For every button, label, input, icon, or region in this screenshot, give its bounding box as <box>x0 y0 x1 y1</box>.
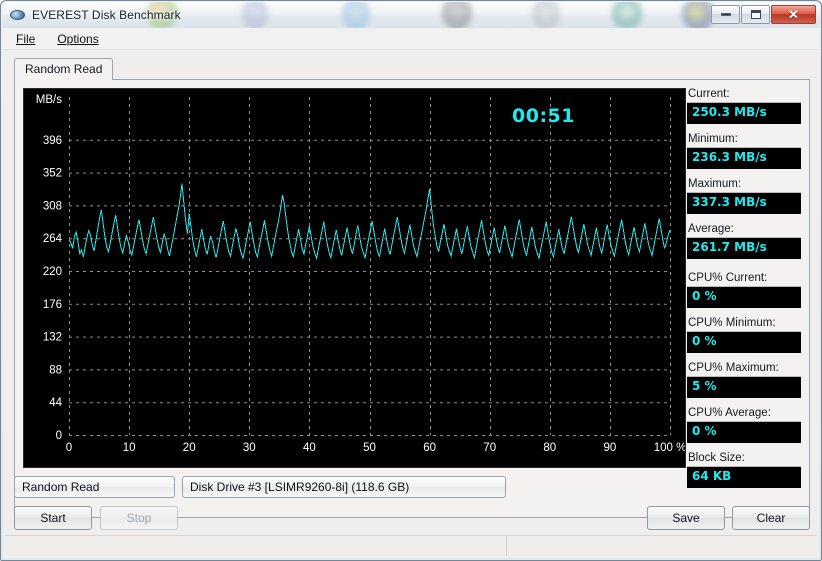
window-title: EVEREST Disk Benchmark <box>32 8 181 22</box>
svg-text:60: 60 <box>423 442 436 454</box>
tab-panel: MB/s 0 44 88 132 176 220 264 308 352 396 0 10 20 30 40 5… <box>14 79 810 518</box>
svg-text:308: 308 <box>43 200 62 212</box>
stat-cpu-average-label: CPU% Average: <box>688 407 771 419</box>
stat-cpu-current: CPU% Current: 0 % <box>687 272 801 308</box>
svg-text:80: 80 <box>543 442 556 454</box>
clear-button[interactable]: Clear <box>732 506 810 530</box>
stat-block-size-label: Block Size: <box>688 452 745 464</box>
svg-text:352: 352 <box>43 168 62 180</box>
svg-text:70: 70 <box>483 442 496 454</box>
disc-icon <box>10 7 26 23</box>
desktop-blur-blob <box>342 2 370 28</box>
minimize-icon <box>720 13 731 16</box>
stat-maximum-value: 337.3 MB/s <box>687 192 801 214</box>
controls-bar: Random Read Disk Drive #3 [LSIMR9260-8i]… <box>14 476 810 534</box>
client-area: Random Read MB/s 0 44 88 132 176 220 264 308 352 3… <box>3 50 819 558</box>
stat-cpu-minimum-label: CPU% Minimum: <box>688 317 776 329</box>
clear-button-label: Clear <box>756 511 786 525</box>
svg-text:44: 44 <box>49 397 62 409</box>
svg-text:132: 132 <box>43 332 62 344</box>
svg-text:50: 50 <box>363 442 376 454</box>
stat-average-value: 261.7 MB/s <box>687 237 801 259</box>
stat-cpu-average-value: 0 % <box>687 421 801 443</box>
svg-text:MB/s: MB/s <box>36 94 62 106</box>
svg-text:176: 176 <box>43 299 62 311</box>
menu-item-file[interactable]: File <box>7 30 44 48</box>
stat-maximum: Maximum: 337.3 MB/s <box>687 178 801 214</box>
close-button[interactable]: ✕ <box>771 5 816 24</box>
svg-text:396: 396 <box>43 135 62 147</box>
start-button-label: Start <box>40 511 66 525</box>
status-pane-1 <box>5 536 507 556</box>
benchmark-mode-value: Random Read <box>22 480 100 494</box>
svg-text:90: 90 <box>604 442 617 454</box>
stat-current-value: 250.3 MB/s <box>687 102 801 124</box>
stat-cpu-maximum-label: CPU% Maximum: <box>688 362 779 374</box>
tab-random-read-label: Random Read <box>25 62 103 76</box>
save-button[interactable]: Save <box>647 506 725 530</box>
stat-minimum-label: Minimum: <box>688 133 738 145</box>
stat-current: Current: 250.3 MB/s <box>687 88 801 124</box>
status-bar <box>5 535 817 556</box>
stat-maximum-label: Maximum: <box>688 178 742 190</box>
svg-text:10: 10 <box>123 442 136 454</box>
save-button-label: Save <box>672 511 700 525</box>
menu-item-options-label: Options <box>57 32 99 46</box>
titlebar-glass-background <box>2 2 820 28</box>
svg-text:40: 40 <box>303 442 316 454</box>
stat-cpu-minimum-value: 0 % <box>687 331 801 353</box>
stat-current-label: Current: <box>688 88 730 100</box>
window-buttons: ✕ <box>711 5 816 24</box>
desktop-blur-blob <box>442 2 472 28</box>
start-button[interactable]: Start <box>14 506 92 530</box>
minimize-button[interactable] <box>711 5 740 24</box>
desktop-blur-blob <box>532 2 560 28</box>
stat-cpu-maximum: CPU% Maximum: 5 % <box>687 362 801 398</box>
tab-strip: Random Read <box>14 58 114 80</box>
disk-drive-select[interactable]: Disk Drive #3 [LSIMR9260-8i] (118.6 GB) <box>182 476 506 498</box>
elapsed-timer: 00:51 <box>512 105 575 127</box>
close-icon: ✕ <box>788 6 799 22</box>
svg-text:88: 88 <box>49 364 62 376</box>
stat-cpu-minimum: CPU% Minimum: 0 % <box>687 317 801 353</box>
stat-cpu-average: CPU% Average: 0 % <box>687 407 801 443</box>
svg-text:100 %: 100 % <box>654 442 685 454</box>
svg-text:0: 0 <box>66 442 72 454</box>
benchmark-graph: MB/s 0 44 88 132 176 220 264 308 352 396 0 10 20 30 40 5… <box>23 88 686 468</box>
disk-drive-value: Disk Drive #3 [LSIMR9260-8i] (118.6 GB) <box>190 480 410 494</box>
desktop-blur-blob <box>682 2 714 28</box>
status-pane-2 <box>507 536 817 556</box>
maximize-icon <box>750 10 761 19</box>
svg-text:220: 220 <box>43 266 62 278</box>
stat-minimum-value: 236.3 MB/s <box>687 147 801 169</box>
svg-text:30: 30 <box>243 442 256 454</box>
menu-item-options[interactable]: Options <box>48 30 107 48</box>
desktop-blur-blob <box>147 2 177 28</box>
stat-cpu-maximum-value: 5 % <box>687 376 801 398</box>
maximize-button[interactable] <box>741 5 770 24</box>
stop-button-label: Stop <box>126 511 152 525</box>
stat-cpu-current-value: 0 % <box>687 286 801 308</box>
stat-block-size-value: 64 KB <box>687 466 801 488</box>
statistics-panel: Current: 250.3 MB/s Minimum: 236.3 MB/s … <box>687 88 801 509</box>
stop-button: Stop <box>100 506 178 530</box>
stat-cpu-current-label: CPU% Current: <box>688 272 768 284</box>
svg-text:264: 264 <box>43 233 63 245</box>
desktop-blur-blob <box>612 2 642 28</box>
desktop-blur-blob <box>242 2 268 28</box>
menu-item-file-label: File <box>16 32 36 46</box>
tab-random-read[interactable]: Random Read <box>14 58 114 80</box>
menu-bar: File Options <box>3 29 819 50</box>
stat-minimum: Minimum: 236.3 MB/s <box>687 133 801 169</box>
stat-block-size: Block Size: 64 KB <box>687 452 801 488</box>
benchmark-mode-select[interactable]: Random Read <box>14 476 175 498</box>
svg-text:20: 20 <box>183 442 196 454</box>
svg-text:0: 0 <box>56 430 62 442</box>
stat-average: Average: 261.7 MB/s <box>687 223 801 259</box>
stat-average-label: Average: <box>688 223 734 235</box>
titlebar[interactable]: EVEREST Disk Benchmark ✕ <box>2 2 820 28</box>
graph-canvas: MB/s 0 44 88 132 176 220 264 308 352 396 0 10 20 30 40 5… <box>36 94 685 454</box>
